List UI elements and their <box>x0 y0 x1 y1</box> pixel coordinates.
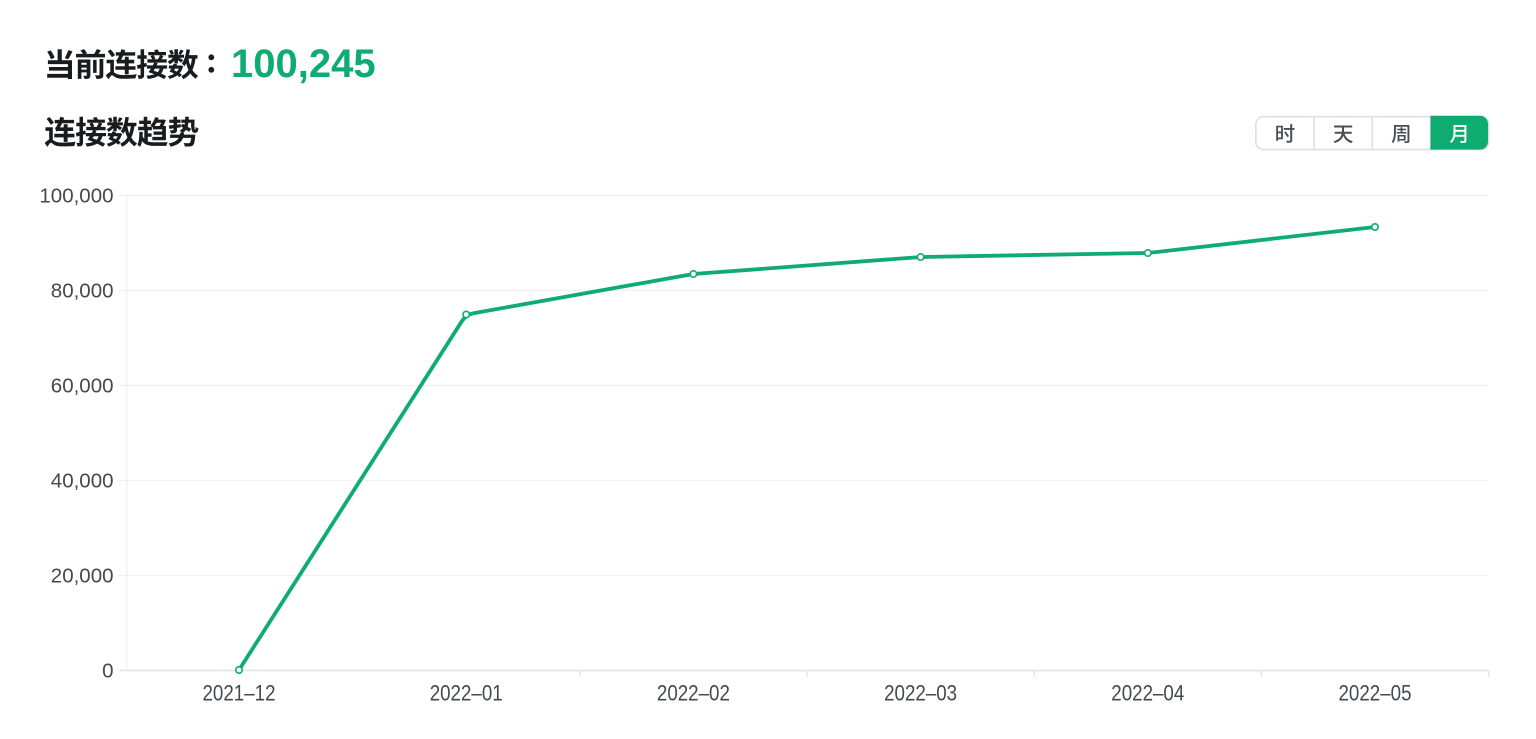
svg-text:0: 0 <box>102 660 113 683</box>
svg-text:2022–01: 2022–01 <box>430 680 503 705</box>
svg-text:60,000: 60,000 <box>51 375 114 398</box>
svg-text:2022–03: 2022–03 <box>884 680 957 705</box>
svg-text:2022–04: 2022–04 <box>1111 680 1184 705</box>
svg-text:100,245: 100,245 <box>231 42 376 86</box>
svg-text:20,000: 20,000 <box>51 565 114 588</box>
svg-text:40,000: 40,000 <box>51 470 114 493</box>
svg-text:2022–02: 2022–02 <box>657 680 730 705</box>
svg-text:2021–12: 2021–12 <box>203 680 276 705</box>
svg-text:100,000: 100,000 <box>39 185 113 208</box>
svg-text:2022–05: 2022–05 <box>1339 680 1412 705</box>
svg-text:80,000: 80,000 <box>51 280 114 303</box>
